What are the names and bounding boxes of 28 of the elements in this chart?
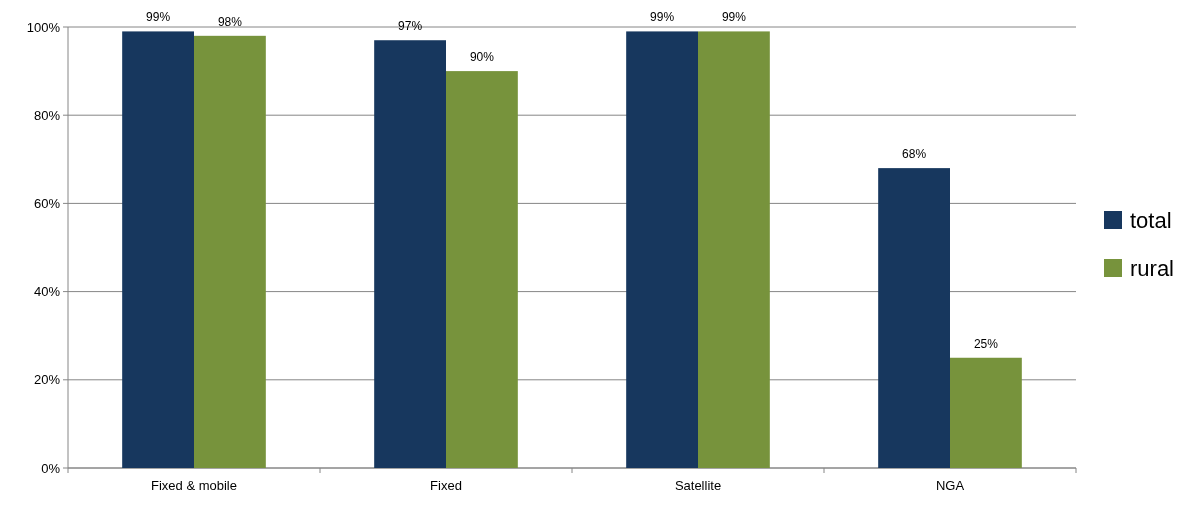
y-tick-label: 40% xyxy=(33,284,61,300)
bar xyxy=(374,40,446,468)
x-tick-label: Fixed xyxy=(430,478,462,493)
x-tick-label: Fixed & mobile xyxy=(151,478,237,493)
bar xyxy=(122,31,194,468)
bar xyxy=(698,31,770,468)
bar xyxy=(878,168,950,468)
data-label: 99% xyxy=(721,10,747,25)
data-label: 98% xyxy=(217,14,243,29)
bar xyxy=(446,71,518,468)
y-tick-label: 100% xyxy=(26,19,61,35)
x-tick-label: NGA xyxy=(935,478,965,493)
legend-label: total xyxy=(1130,207,1172,233)
data-label: 99% xyxy=(650,10,675,25)
y-tick-label: 60% xyxy=(33,195,61,211)
bar xyxy=(950,357,1022,468)
legend-label: rural xyxy=(1130,255,1175,281)
bar xyxy=(194,35,266,468)
data-label: 25% xyxy=(973,336,999,351)
x-tick-label: Satellite xyxy=(674,478,722,493)
y-tick-label: 20% xyxy=(33,372,61,388)
y-tick-label: 80% xyxy=(33,107,61,123)
bar xyxy=(626,31,698,468)
data-label: 68% xyxy=(902,147,927,162)
data-label: 90% xyxy=(469,50,495,65)
data-label: 99% xyxy=(146,10,171,25)
y-tick-label: 0% xyxy=(41,460,61,476)
data-label: 97% xyxy=(398,19,423,34)
